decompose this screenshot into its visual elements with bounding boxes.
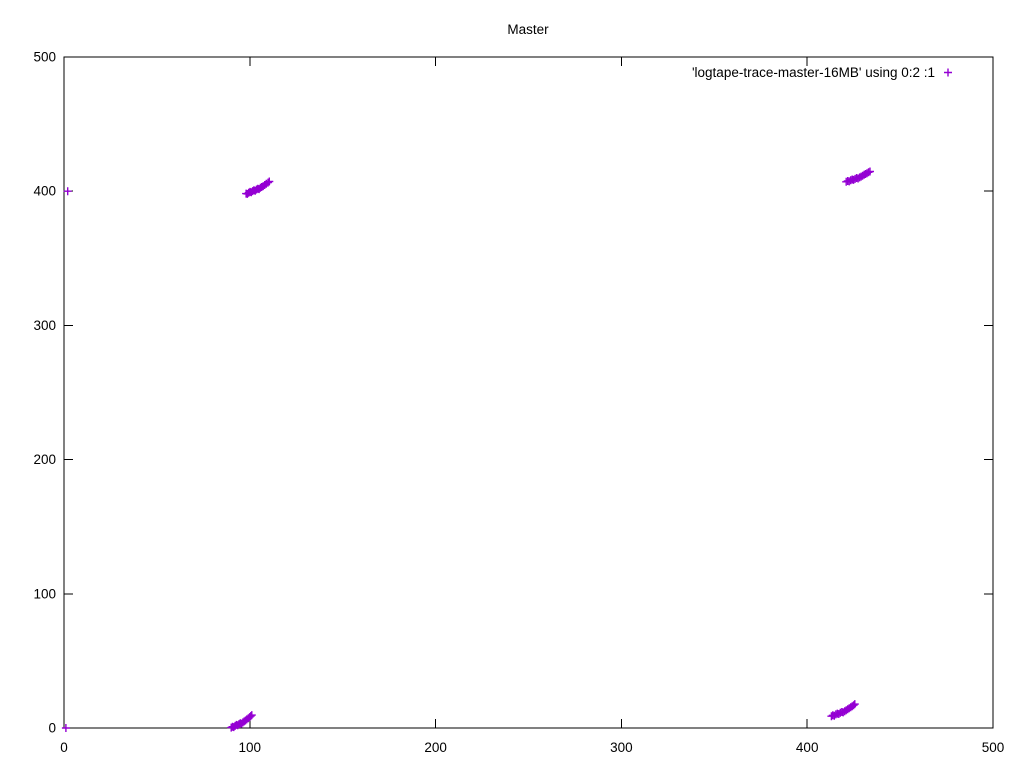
y-tick-label: 300 [33, 318, 56, 333]
y-tick-label: 200 [33, 452, 56, 467]
plot-frame [63, 56, 994, 729]
y-tick-label: 500 [33, 50, 56, 65]
y-tick-label: 100 [33, 586, 56, 601]
x-tick-label: 400 [796, 740, 819, 755]
plot-title: Master [507, 22, 549, 37]
y-tick-label: 0 [48, 721, 56, 736]
axis-ticks [63, 56, 994, 729]
x-tick-label: 0 [60, 740, 68, 755]
x-tick-label: 300 [610, 740, 633, 755]
legend-plus-icon [944, 68, 952, 77]
x-tick-label: 200 [424, 740, 447, 755]
legend-label: 'logtape-trace-master-16MB' using 0:2 :1 [692, 65, 935, 80]
x-tick-label: 500 [982, 740, 1005, 755]
y-tick-label: 400 [33, 184, 56, 199]
data-points [61, 167, 874, 732]
x-tick-label: 100 [239, 740, 262, 755]
chart-layer: 0 100 200 300 400 500 0 100 200 300 400 500 [33, 50, 1004, 756]
